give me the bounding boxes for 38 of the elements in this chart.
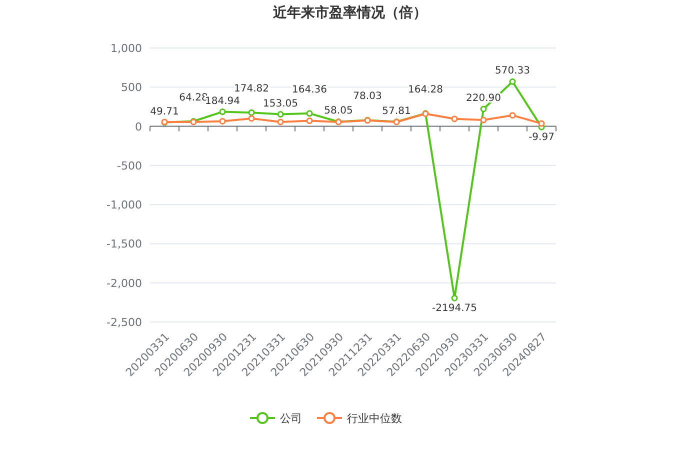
data-label: 153.05 [263,98,298,110]
point [451,116,458,122]
point [219,108,226,116]
point [277,111,284,118]
y-tick-label: -1,500 [106,238,142,251]
data-label: 164.28 [408,84,443,96]
point [480,116,487,124]
data-label: 184.94 [205,96,240,107]
point [451,294,458,302]
data-label: 58.05 [324,106,353,117]
y-tick-label: -2,000 [106,276,142,290]
data-label: -2194.75 [432,303,477,314]
chart-title: 近年来市盈率情况（倍） [272,4,427,21]
point [306,118,313,124]
point [219,118,226,124]
point [248,115,255,122]
y-tick-label: 500 [121,81,142,94]
y-tick-label: -2,500 [106,316,142,329]
y-tick-label: 0 [135,120,142,134]
y-tick-label: 1,000 [110,42,142,55]
point [509,112,516,119]
legend-label: 行业中位数 [347,412,402,425]
data-label: 57.81 [382,106,411,117]
y-tick-label: -500 [117,159,142,172]
point [306,110,313,117]
data-label: 78.03 [353,91,382,102]
point [277,118,284,126]
point [538,120,545,127]
point [248,109,255,116]
point [480,106,487,112]
data-label: 174.82 [234,84,269,95]
y-tick-label: -1,000 [106,198,142,212]
legend-label: 公司 [280,412,302,425]
point [509,78,516,85]
data-label: 164.36 [292,84,327,96]
data-label: 49.71 [150,106,179,118]
data-label: 570.33 [495,66,530,77]
data-label: -9.97 [528,132,554,144]
